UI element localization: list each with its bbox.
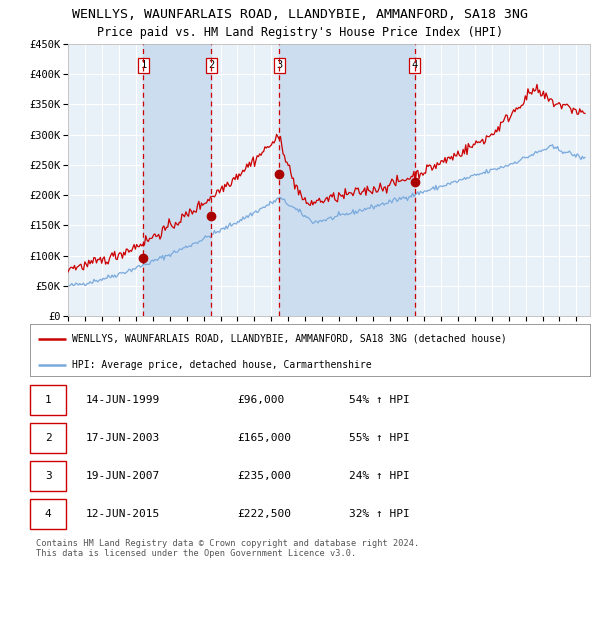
Text: 2: 2	[208, 60, 215, 70]
FancyBboxPatch shape	[30, 385, 67, 415]
Text: 4: 4	[412, 60, 418, 70]
Text: £165,000: £165,000	[237, 433, 291, 443]
FancyBboxPatch shape	[30, 499, 67, 529]
Text: 14-JUN-1999: 14-JUN-1999	[86, 395, 160, 405]
Text: 17-JUN-2003: 17-JUN-2003	[86, 433, 160, 443]
Text: 1: 1	[140, 60, 146, 70]
Text: Contains HM Land Registry data © Crown copyright and database right 2024.
This d: Contains HM Land Registry data © Crown c…	[36, 539, 419, 559]
FancyBboxPatch shape	[30, 461, 67, 491]
Text: HPI: Average price, detached house, Carmarthenshire: HPI: Average price, detached house, Carm…	[72, 360, 371, 370]
Text: Price paid vs. HM Land Registry's House Price Index (HPI): Price paid vs. HM Land Registry's House …	[97, 26, 503, 39]
Text: 24% ↑ HPI: 24% ↑ HPI	[349, 471, 410, 481]
Text: £222,500: £222,500	[237, 509, 291, 519]
Text: £235,000: £235,000	[237, 471, 291, 481]
Text: 1: 1	[45, 395, 52, 405]
FancyBboxPatch shape	[30, 423, 67, 453]
Text: WENLLYS, WAUNFARLAIS ROAD, LLANDYBIE, AMMANFORD, SA18 3NG (detached house): WENLLYS, WAUNFARLAIS ROAD, LLANDYBIE, AM…	[72, 334, 507, 343]
Bar	[280, 44, 415, 316]
Text: £96,000: £96,000	[237, 395, 284, 405]
Text: 2: 2	[45, 433, 52, 443]
Text: 12-JUN-2015: 12-JUN-2015	[86, 509, 160, 519]
Text: 3: 3	[276, 60, 283, 70]
Text: 55% ↑ HPI: 55% ↑ HPI	[349, 433, 410, 443]
Bar	[143, 44, 211, 316]
Text: 19-JUN-2007: 19-JUN-2007	[86, 471, 160, 481]
Text: 54% ↑ HPI: 54% ↑ HPI	[349, 395, 410, 405]
Text: 3: 3	[45, 471, 52, 481]
Text: WENLLYS, WAUNFARLAIS ROAD, LLANDYBIE, AMMANFORD, SA18 3NG: WENLLYS, WAUNFARLAIS ROAD, LLANDYBIE, AM…	[72, 8, 528, 21]
Text: 4: 4	[45, 509, 52, 519]
Text: 32% ↑ HPI: 32% ↑ HPI	[349, 509, 410, 519]
